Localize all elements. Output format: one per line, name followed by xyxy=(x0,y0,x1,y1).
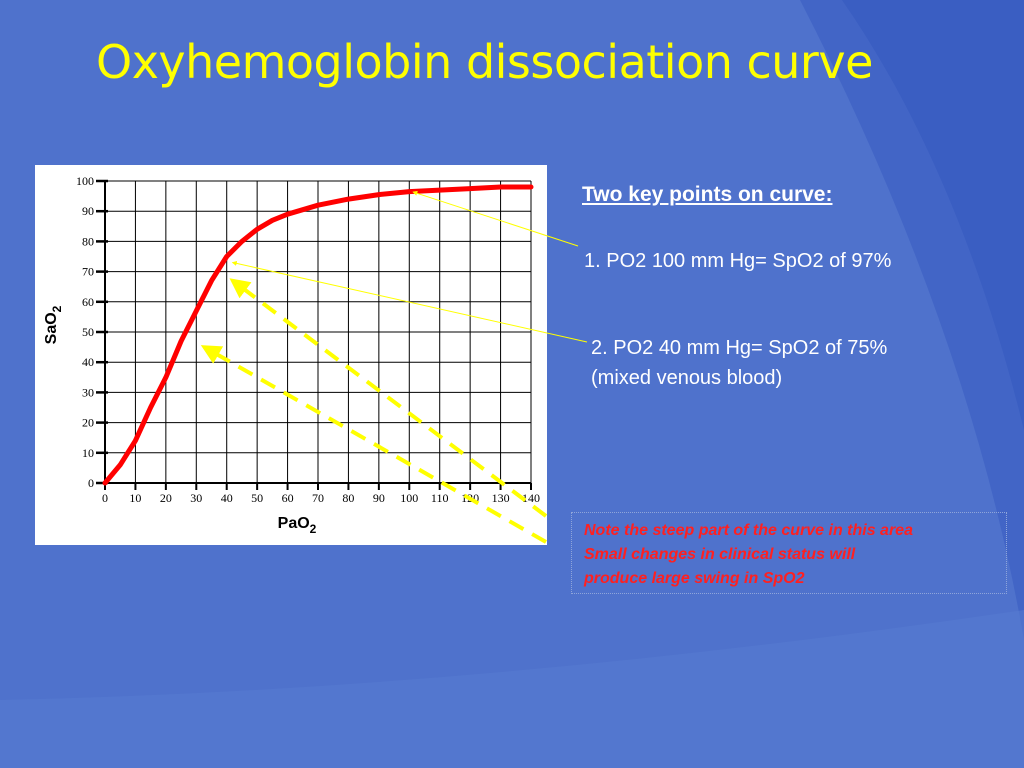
x-tick-label: 30 xyxy=(190,491,202,505)
x-tick-label: 110 xyxy=(431,491,449,505)
steep-region-note: Note the steep part of the curve in this… xyxy=(571,512,1007,594)
chart-grid xyxy=(104,180,532,484)
key-point-2: 2. PO2 40 mm Hg= SpO2 of 75% (mixed veno… xyxy=(591,333,887,393)
y-tick-label: 70 xyxy=(82,265,94,279)
key-point-1: 1. PO2 100 mm Hg= SpO2 of 97% xyxy=(584,250,892,272)
x-axis-label: PaO xyxy=(278,515,310,532)
slide-title: Oxyhemoglobin dissociation curve xyxy=(96,35,873,89)
y-tick-label: 80 xyxy=(82,234,94,248)
y-axis-title: SaO2 xyxy=(43,305,64,344)
x-tick-label: 70 xyxy=(312,491,324,505)
x-tick-label: 40 xyxy=(221,491,233,505)
y-tick-label: 30 xyxy=(82,385,94,399)
x-tick-label: 100 xyxy=(400,491,418,505)
x-tick-label: 0 xyxy=(102,491,108,505)
x-tick-label: 20 xyxy=(160,491,172,505)
x-tick-label: 10 xyxy=(129,491,141,505)
x-axis-subscript: 2 xyxy=(310,522,317,536)
x-tick-label: 140 xyxy=(522,491,540,505)
y-tick-label: 10 xyxy=(82,446,94,460)
x-axis-title: PaO2 xyxy=(278,515,317,536)
note-line-1: Note the steep part of the curve in this… xyxy=(584,522,913,539)
note-line-3: produce large swing in SpO2 xyxy=(584,570,805,587)
y-tick-label: 60 xyxy=(82,295,94,309)
y-tick-label: 20 xyxy=(82,416,94,430)
y-tick-label: 0 xyxy=(88,476,94,490)
y-tick-label: 40 xyxy=(82,355,94,369)
x-tick-label: 130 xyxy=(492,491,510,505)
key-point-2-line1: 2. PO2 40 mm Hg= SpO2 of 75% xyxy=(591,337,888,359)
x-tick-label: 90 xyxy=(373,491,385,505)
chart-panel: 0 10 20 30 40 50 60 70 80 90 100 110 120 130 140 0 10 20 3… xyxy=(35,165,547,545)
key-points-heading: Two key points on curve: xyxy=(582,183,833,206)
oxyhemoglobin-chart: 0 10 20 30 40 50 60 70 80 90 100 110 120 130 140 0 10 20 3… xyxy=(43,174,540,536)
y-tick-label: 90 xyxy=(82,204,94,218)
y-tick-label: 50 xyxy=(82,325,94,339)
x-tick-label: 50 xyxy=(251,491,263,505)
x-tick-label: 60 xyxy=(282,491,294,505)
y-axis-subscript: 2 xyxy=(50,305,64,312)
y-axis-label: SaO xyxy=(43,312,60,344)
key-point-2-line2: (mixed venous blood) xyxy=(591,367,783,389)
x-tick-label: 120 xyxy=(461,491,479,505)
x-tick-label: 80 xyxy=(342,491,354,505)
y-tick-label: 100 xyxy=(76,174,94,188)
note-line-2: Small changes in clinical status will xyxy=(584,546,856,563)
dissociation-curve xyxy=(102,184,534,486)
